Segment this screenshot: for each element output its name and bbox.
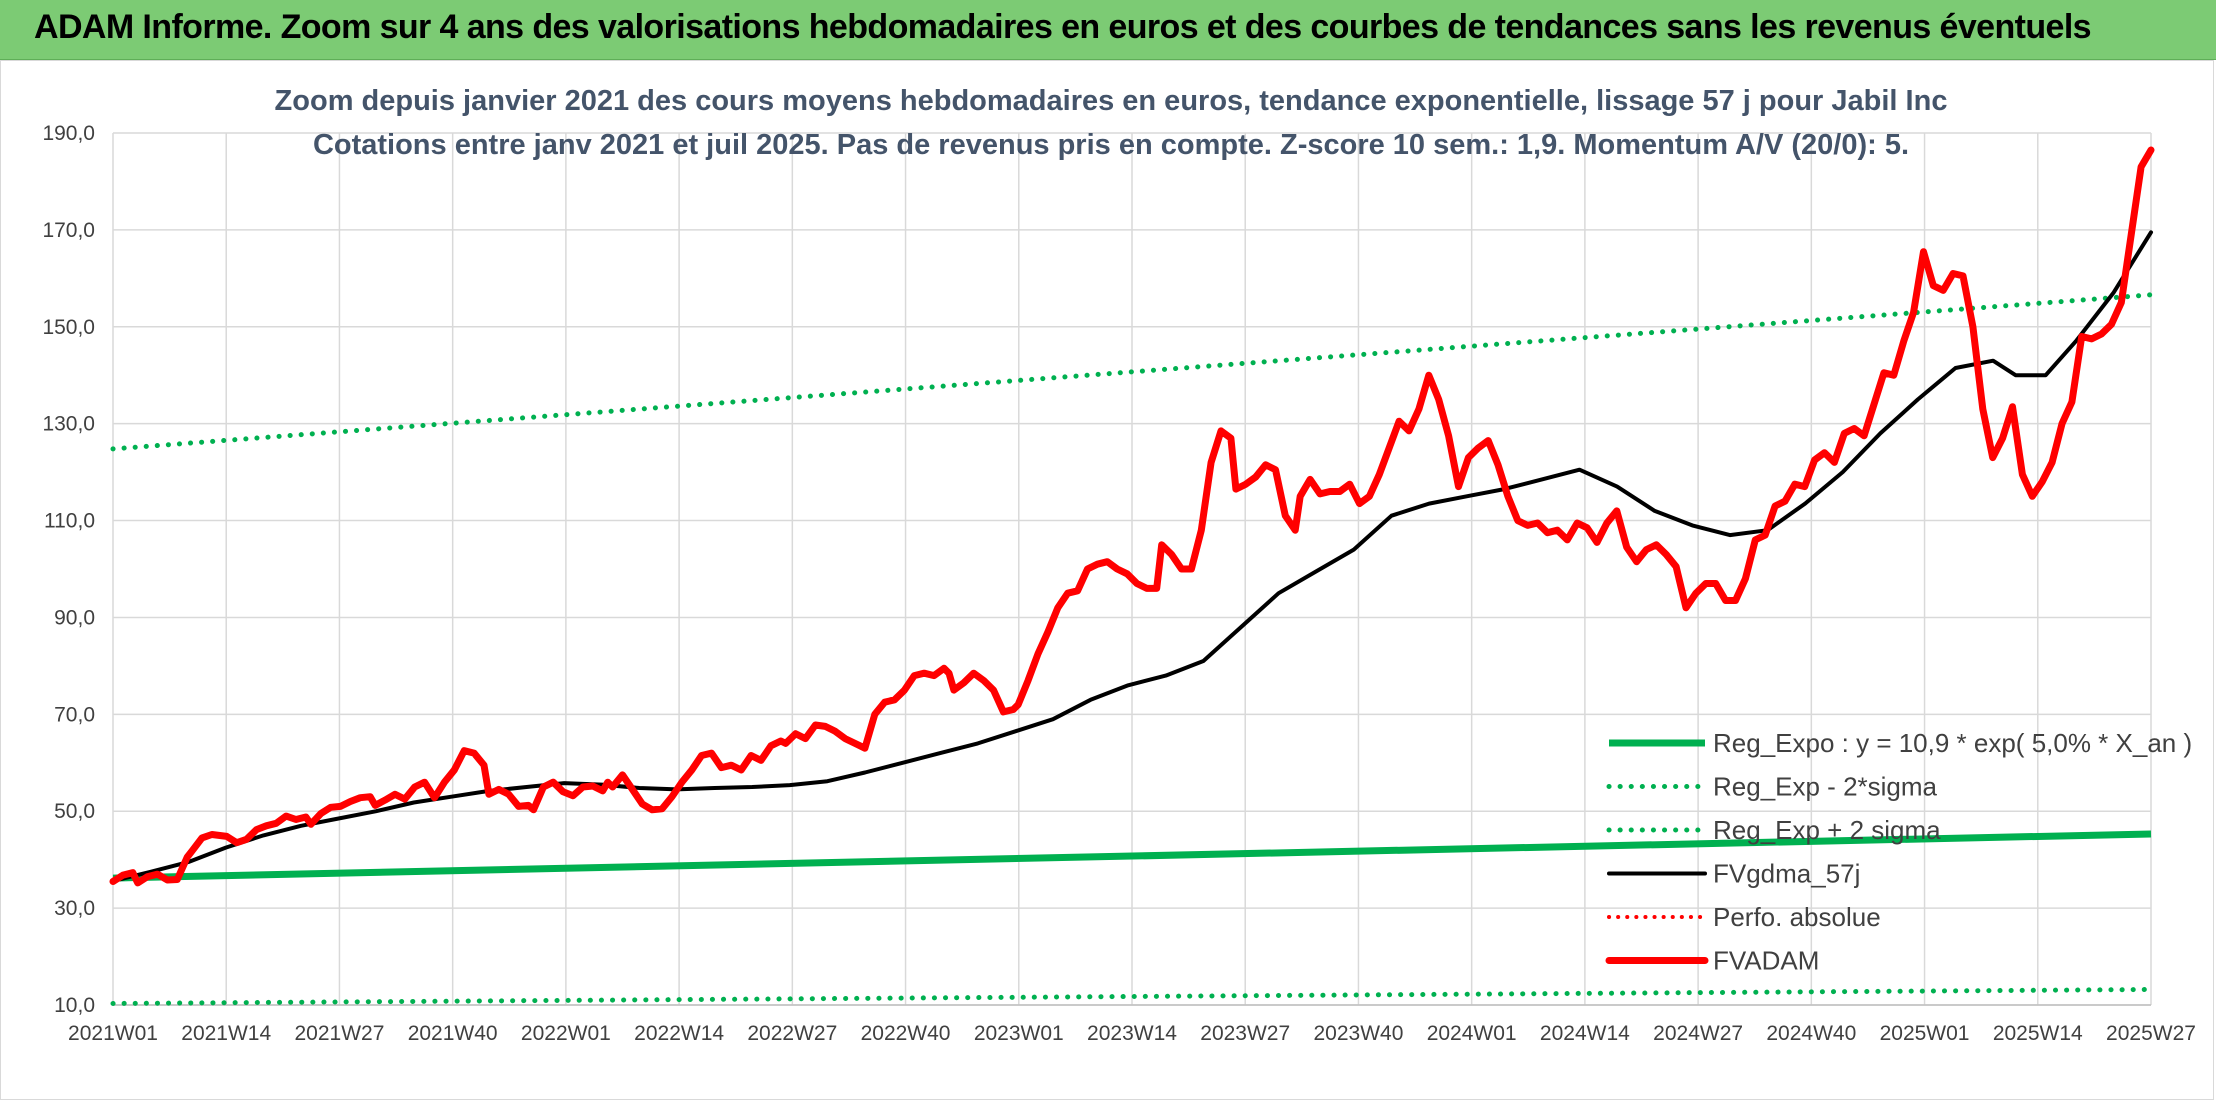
- y-axis-ticks: 10,0 30,0 50,0 70,0 90,0 110,0 130,0 150,0 170,0…: [42, 122, 95, 1017]
- x-tick-label: 2023W27: [1200, 1022, 1290, 1045]
- y-tick-label: 150,0: [42, 316, 95, 339]
- y-tick-label: 10,0: [54, 994, 95, 1017]
- x-tick-label: 2025W14: [1993, 1022, 2083, 1045]
- x-tick-label: 2023W01: [974, 1022, 1064, 1045]
- chart-subtitle: Cotations entre janv 2021 et juil 2025. …: [313, 129, 1909, 161]
- legend-label: FVADAM: [1713, 946, 1819, 976]
- fvgdma-57j-series: [111, 230, 2153, 883]
- x-tick-label: 2021W40: [408, 1022, 498, 1045]
- line-chart: 10,0 30,0 50,0 70,0 90,0 110,0 130,0 150,0 170,0…: [42, 85, 2196, 1045]
- x-tick-label: 2021W27: [294, 1022, 384, 1045]
- x-tick-label: 2024W01: [1427, 1022, 1517, 1045]
- legend-label: FVgdma_57j: [1713, 859, 1860, 889]
- x-tick-label: 2023W40: [1313, 1022, 1403, 1045]
- x-tick-label: 2024W27: [1653, 1022, 1743, 1045]
- y-tick-label: 190,0: [42, 122, 95, 145]
- y-tick-label: 90,0: [54, 606, 95, 629]
- fvadam-series: [109, 146, 2155, 887]
- x-tick-label: 2022W40: [861, 1022, 951, 1045]
- x-tick-label: 2022W01: [521, 1022, 611, 1045]
- reg-exp-2-sigma-series: [110, 292, 2154, 452]
- x-tick-label: 2025W27: [2106, 1022, 2196, 1045]
- report-banner: ADAM Informe. Zoom sur 4 ans des valoris…: [0, 0, 2216, 60]
- x-tick-label: 2022W27: [747, 1022, 837, 1045]
- chart-title: Zoom depuis janvier 2021 des cours moyen…: [275, 85, 1948, 117]
- x-axis-ticks: 2021W01 2021W14 2021W27 2021W40 2022W01 2022W…: [68, 1022, 2196, 1045]
- x-tick-label: 2024W40: [1766, 1022, 1856, 1045]
- legend-label: Reg_Exp - 2*sigma: [1713, 772, 1938, 802]
- reg-expo-y-10-9-exp-5-0-x-an-series: [112, 830, 2152, 882]
- y-tick-label: 170,0: [42, 219, 95, 242]
- legend-label: Reg_Expo : y = 10,9 * exp( 5,0% * X_an ): [1713, 728, 2192, 758]
- chart-area: 10,0 30,0 50,0 70,0 90,0 110,0 130,0 150,0 170,0…: [0, 60, 2214, 1100]
- y-tick-label: 130,0: [42, 413, 95, 436]
- x-tick-label: 2023W14: [1087, 1022, 1177, 1045]
- x-tick-label: 2021W01: [68, 1022, 158, 1045]
- chart-legend: Reg_Expo : y = 10,9 * exp( 5,0% * X_an )…: [1605, 728, 2192, 976]
- y-tick-label: 110,0: [44, 510, 95, 533]
- x-tick-label: 2022W14: [634, 1022, 724, 1045]
- chart-series: [109, 146, 2155, 1006]
- report-title: ADAM Informe. Zoom sur 4 ans des valoris…: [34, 8, 2092, 46]
- y-tick-label: 30,0: [54, 897, 95, 920]
- reg-exp-2-sigma-series: [110, 987, 2154, 1006]
- y-tick-label: 70,0: [54, 703, 95, 726]
- x-tick-label: 2024W14: [1540, 1022, 1630, 1045]
- legend-label: Reg_Exp + 2 sigma: [1713, 815, 1941, 845]
- x-tick-label: 2025W01: [1880, 1022, 1970, 1045]
- x-tick-label: 2021W14: [181, 1022, 271, 1045]
- y-tick-label: 50,0: [54, 800, 95, 823]
- legend-label: Perfo. absolue: [1713, 902, 1881, 932]
- chart-grid: [112, 132, 2152, 1006]
